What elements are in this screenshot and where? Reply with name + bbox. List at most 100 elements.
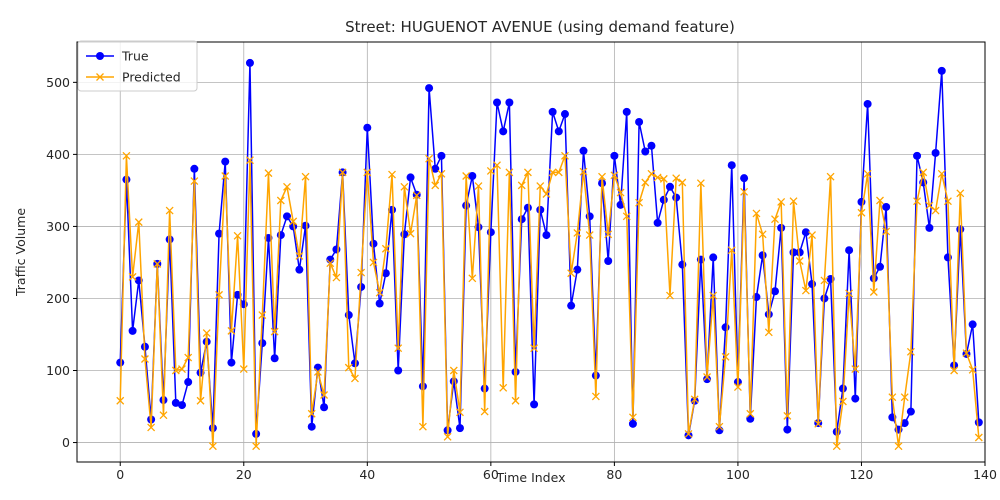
data-point-true	[221, 157, 230, 166]
data-point-true	[665, 182, 674, 191]
data-point-predicted	[696, 179, 705, 188]
data-point-predicted	[252, 442, 261, 451]
data-point-predicted	[882, 227, 891, 236]
y-axis-title: Traffic Volume	[13, 208, 28, 297]
data-point-true	[394, 366, 403, 375]
data-point-true	[320, 403, 329, 412]
data-point-true	[301, 221, 310, 230]
data-point-predicted	[208, 442, 217, 451]
data-point-predicted	[462, 172, 471, 180]
data-point-predicted	[499, 383, 508, 392]
data-point-true	[548, 107, 557, 116]
data-point-predicted	[591, 392, 600, 401]
data-point-true	[622, 107, 631, 116]
data-point-predicted	[758, 230, 767, 239]
data-point-true	[820, 294, 829, 303]
data-point-predicted	[474, 182, 483, 191]
data-point-true	[647, 141, 656, 150]
data-point-predicted	[344, 363, 353, 372]
data-point-predicted	[690, 395, 699, 404]
data-point-true	[808, 280, 817, 289]
data-point-predicted	[906, 347, 915, 356]
data-point-true	[604, 257, 613, 266]
data-point-predicted	[641, 178, 650, 187]
data-point-predicted	[919, 168, 928, 177]
data-point-predicted	[486, 166, 495, 175]
data-point-predicted	[295, 252, 304, 260]
data-point-predicted	[579, 167, 588, 176]
data-point-predicted	[270, 327, 279, 336]
data-point-predicted	[190, 177, 199, 185]
data-point-predicted	[134, 218, 143, 227]
data-point-true	[659, 195, 668, 204]
data-point-predicted	[369, 258, 378, 267]
data-point-predicted	[764, 328, 773, 337]
data-point-predicted	[814, 419, 823, 428]
data-point-predicted	[307, 409, 316, 418]
x-tick-label: 20	[236, 467, 252, 482]
data-point-true	[381, 269, 390, 278]
data-point-true	[418, 382, 427, 391]
plot-frame	[76, 41, 986, 463]
data-point-true	[215, 229, 224, 238]
data-point-true	[567, 301, 576, 310]
x-tick-label: 40	[359, 467, 375, 482]
data-point-predicted	[468, 274, 477, 283]
data-point-true	[499, 127, 508, 136]
data-point-predicted	[573, 228, 582, 237]
data-point-predicted	[937, 169, 946, 178]
data-point-true	[344, 311, 353, 320]
data-point-true	[783, 425, 792, 434]
data-point-predicted	[381, 244, 390, 253]
data-point-true	[882, 202, 891, 211]
x-tick-label: 120	[850, 467, 874, 482]
data-point-predicted	[338, 168, 347, 177]
legend-entry: True	[86, 49, 149, 64]
data-point-predicted	[771, 215, 779, 224]
data-point-true	[295, 265, 304, 274]
data-point-true	[770, 287, 779, 296]
data-point-true	[906, 407, 915, 416]
data-point-true	[276, 231, 285, 240]
data-point-true	[178, 401, 187, 410]
data-point-predicted	[598, 172, 606, 181]
data-point-predicted	[721, 352, 730, 361]
data-point-predicted	[357, 268, 366, 277]
data-point-true	[672, 193, 681, 202]
data-point-predicted	[740, 187, 749, 196]
legend: True Predicted	[77, 40, 198, 92]
y-tick-label: 100	[46, 363, 70, 378]
data-point-predicted	[313, 367, 322, 376]
data-point-predicted	[332, 273, 341, 282]
data-point-true	[165, 235, 174, 244]
x-tick-label: 140	[973, 467, 997, 482]
data-point-true	[307, 422, 316, 431]
data-point-predicted	[388, 170, 396, 179]
data-point-predicted	[233, 231, 242, 240]
data-point-true	[968, 320, 977, 329]
x-tick-label: 80	[606, 467, 622, 482]
data-point-predicted	[221, 172, 230, 180]
data-point-true	[505, 98, 514, 107]
data-point-predicted	[894, 442, 903, 451]
x-tick-label: 60	[483, 467, 499, 482]
data-point-predicted	[449, 366, 458, 375]
data-point-predicted	[585, 231, 594, 240]
data-point-predicted	[752, 209, 761, 218]
data-point-true	[357, 282, 366, 291]
data-point-true	[431, 164, 440, 173]
data-point-predicted	[128, 272, 137, 281]
data-point-predicted	[789, 197, 798, 206]
data-point-predicted	[925, 201, 934, 210]
data-point-true	[468, 171, 477, 180]
data-point-true	[641, 147, 650, 156]
data-point-predicted	[820, 276, 829, 285]
data-point-true	[875, 262, 884, 271]
data-point-predicted	[783, 411, 792, 420]
data-point-predicted	[777, 197, 786, 206]
data-point-predicted	[493, 161, 501, 170]
data-point-true	[746, 414, 755, 423]
data-point-true	[764, 310, 773, 319]
data-point-predicted	[375, 288, 384, 297]
data-point-predicted	[653, 173, 662, 182]
